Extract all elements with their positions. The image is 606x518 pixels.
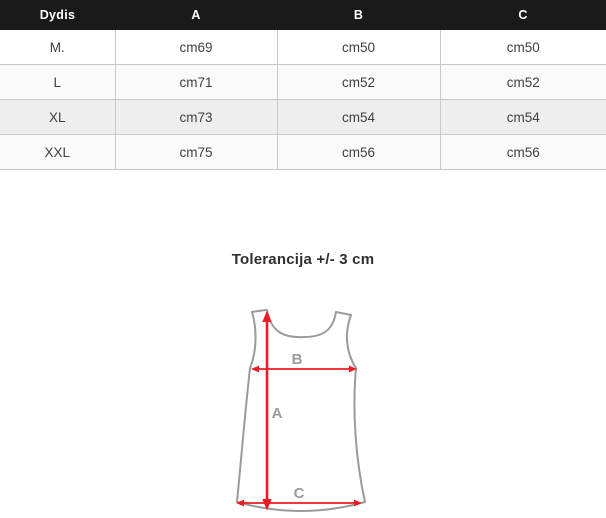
tank-top-outline xyxy=(236,309,366,512)
size-table: Dydis A B C M. cm69 cm50 cm50 L cm71 cm5… xyxy=(0,0,606,170)
table-row-m: M. cm69 cm50 cm50 xyxy=(0,30,606,65)
b-value-cell: cm50 xyxy=(276,30,440,65)
arrow-a-head-top xyxy=(262,310,272,322)
arrow-c-head-right xyxy=(354,499,362,507)
label-b: B xyxy=(292,351,303,368)
table-row-xxl: XXL cm75 cm56 cm56 xyxy=(0,134,606,170)
size-cell: L xyxy=(0,64,115,100)
header-cell-c: C xyxy=(440,0,606,30)
a-value-cell: cm69 xyxy=(114,30,277,65)
arrow-b-head-left xyxy=(251,365,259,373)
measurement-arrow-a xyxy=(262,310,272,511)
b-value-cell: cm52 xyxy=(276,64,440,100)
tolerance-note: Tolerancija +/- 3 cm xyxy=(231,251,375,268)
c-value-cell: cm56 xyxy=(439,134,606,170)
garment-measurement-diagram: B A C xyxy=(217,301,389,514)
size-cell: XXL xyxy=(0,134,115,170)
table-row-l: L cm71 cm52 cm52 xyxy=(0,64,606,100)
header-cell-size: Dydis xyxy=(0,0,115,30)
header-cell-b: B xyxy=(277,0,440,30)
a-value-cell: cm73 xyxy=(114,99,277,135)
measurement-arrow-b xyxy=(251,365,357,373)
c-value-cell: cm52 xyxy=(439,64,606,100)
a-value-cell: cm71 xyxy=(114,64,277,100)
table-row-xl: XL cm73 cm54 cm54 xyxy=(0,99,606,135)
arrow-a-head-bottom xyxy=(262,499,272,511)
b-value-cell: cm54 xyxy=(276,99,440,135)
a-value-cell: cm75 xyxy=(114,134,277,170)
size-cell: M. xyxy=(0,30,115,65)
c-value-cell: cm54 xyxy=(439,99,606,135)
c-value-cell: cm50 xyxy=(439,30,606,65)
label-a: A xyxy=(272,405,283,422)
size-table-header-row: Dydis A B C xyxy=(0,0,606,30)
label-c: C xyxy=(294,485,305,502)
arrow-c-head-left xyxy=(236,499,244,507)
header-cell-a: A xyxy=(115,0,277,30)
b-value-cell: cm56 xyxy=(276,134,440,170)
size-cell: XL xyxy=(0,99,115,135)
measurement-arrow-c xyxy=(236,499,362,507)
arrow-b-head-right xyxy=(349,365,357,373)
